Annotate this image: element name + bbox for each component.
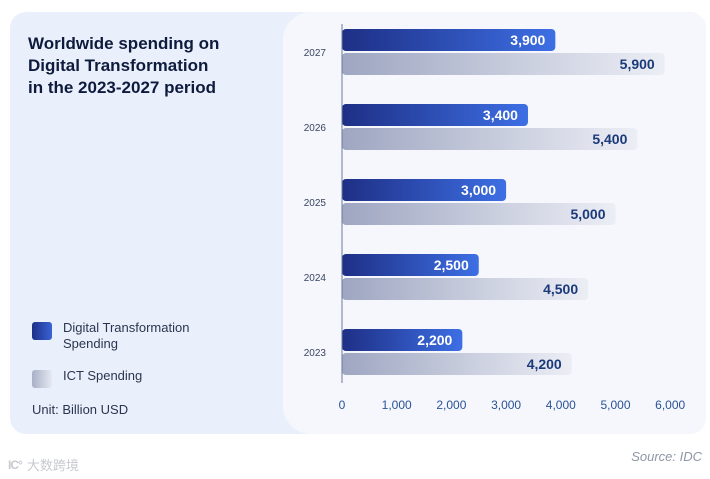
- value-label-ict-2023: 4,200: [527, 356, 562, 372]
- chart-title: Worldwide spending on Digital Transforma…: [28, 34, 220, 97]
- x-tick-label-6000: 6,000: [655, 398, 685, 412]
- x-tick-label-2000: 2,000: [436, 398, 466, 412]
- x-tick-label-0: 0: [339, 398, 346, 412]
- bar-digital-transformation-2026: [342, 104, 528, 126]
- legend-swatch-ict: [32, 370, 52, 388]
- legend-item-ict: ICT Spending: [32, 368, 223, 388]
- bar-digital-transformation-2024: [342, 254, 479, 276]
- value-label-ict-2024: 4,500: [543, 281, 578, 297]
- value-label-ict-2026: 5,400: [592, 131, 627, 147]
- value-label-ict-2025: 5,000: [570, 206, 605, 222]
- value-label-digital-transformation-2025: 3,000: [461, 182, 496, 198]
- bar-ict-2027: [342, 53, 665, 75]
- legend-swatch-digital-transformation: [32, 322, 52, 340]
- unit-label: Unit: Billion USD: [32, 402, 129, 417]
- x-tick-label-5000: 5,000: [600, 398, 630, 412]
- x-tick-label-1000: 1,000: [382, 398, 412, 412]
- bar-ict-2026: [342, 128, 638, 150]
- legend-label-digital-transformation: Digital Transformation Spending: [63, 320, 190, 351]
- source-label: Source: IDC: [631, 449, 702, 464]
- bar-ict-2024: [342, 278, 589, 300]
- legend-label-ict: ICT Spending: [63, 368, 143, 383]
- watermark: IC° 大数跨境: [8, 455, 79, 474]
- category-label-2027: 2027: [304, 48, 327, 59]
- category-label-2023: 2023: [304, 348, 327, 359]
- value-label-digital-transformation-2023: 2,200: [417, 332, 452, 348]
- value-label-ict-2027: 5,900: [620, 56, 655, 72]
- bar-ict-2025: [342, 203, 616, 225]
- category-label-2025: 2025: [304, 198, 327, 209]
- x-tick-label-4000: 4,000: [546, 398, 576, 412]
- legend-item-digital-transformation: Digital Transformation Spending: [32, 320, 223, 352]
- category-label-2026: 2026: [304, 123, 327, 134]
- value-label-digital-transformation-2027: 3,900: [510, 32, 545, 48]
- value-label-digital-transformation-2026: 3,400: [483, 107, 518, 123]
- watermark-text: 大数跨境: [26, 458, 79, 473]
- bar-digital-transformation-2023: [342, 329, 463, 351]
- watermark-logo: IC°: [8, 457, 23, 472]
- bar-digital-transformation-2027: [342, 29, 556, 51]
- bar-ict-2023: [342, 353, 572, 375]
- bar-digital-transformation-2025: [342, 179, 507, 201]
- value-label-digital-transformation-2024: 2,500: [434, 257, 469, 273]
- x-tick-label-3000: 3,000: [491, 398, 521, 412]
- category-label-2024: 2024: [304, 273, 327, 284]
